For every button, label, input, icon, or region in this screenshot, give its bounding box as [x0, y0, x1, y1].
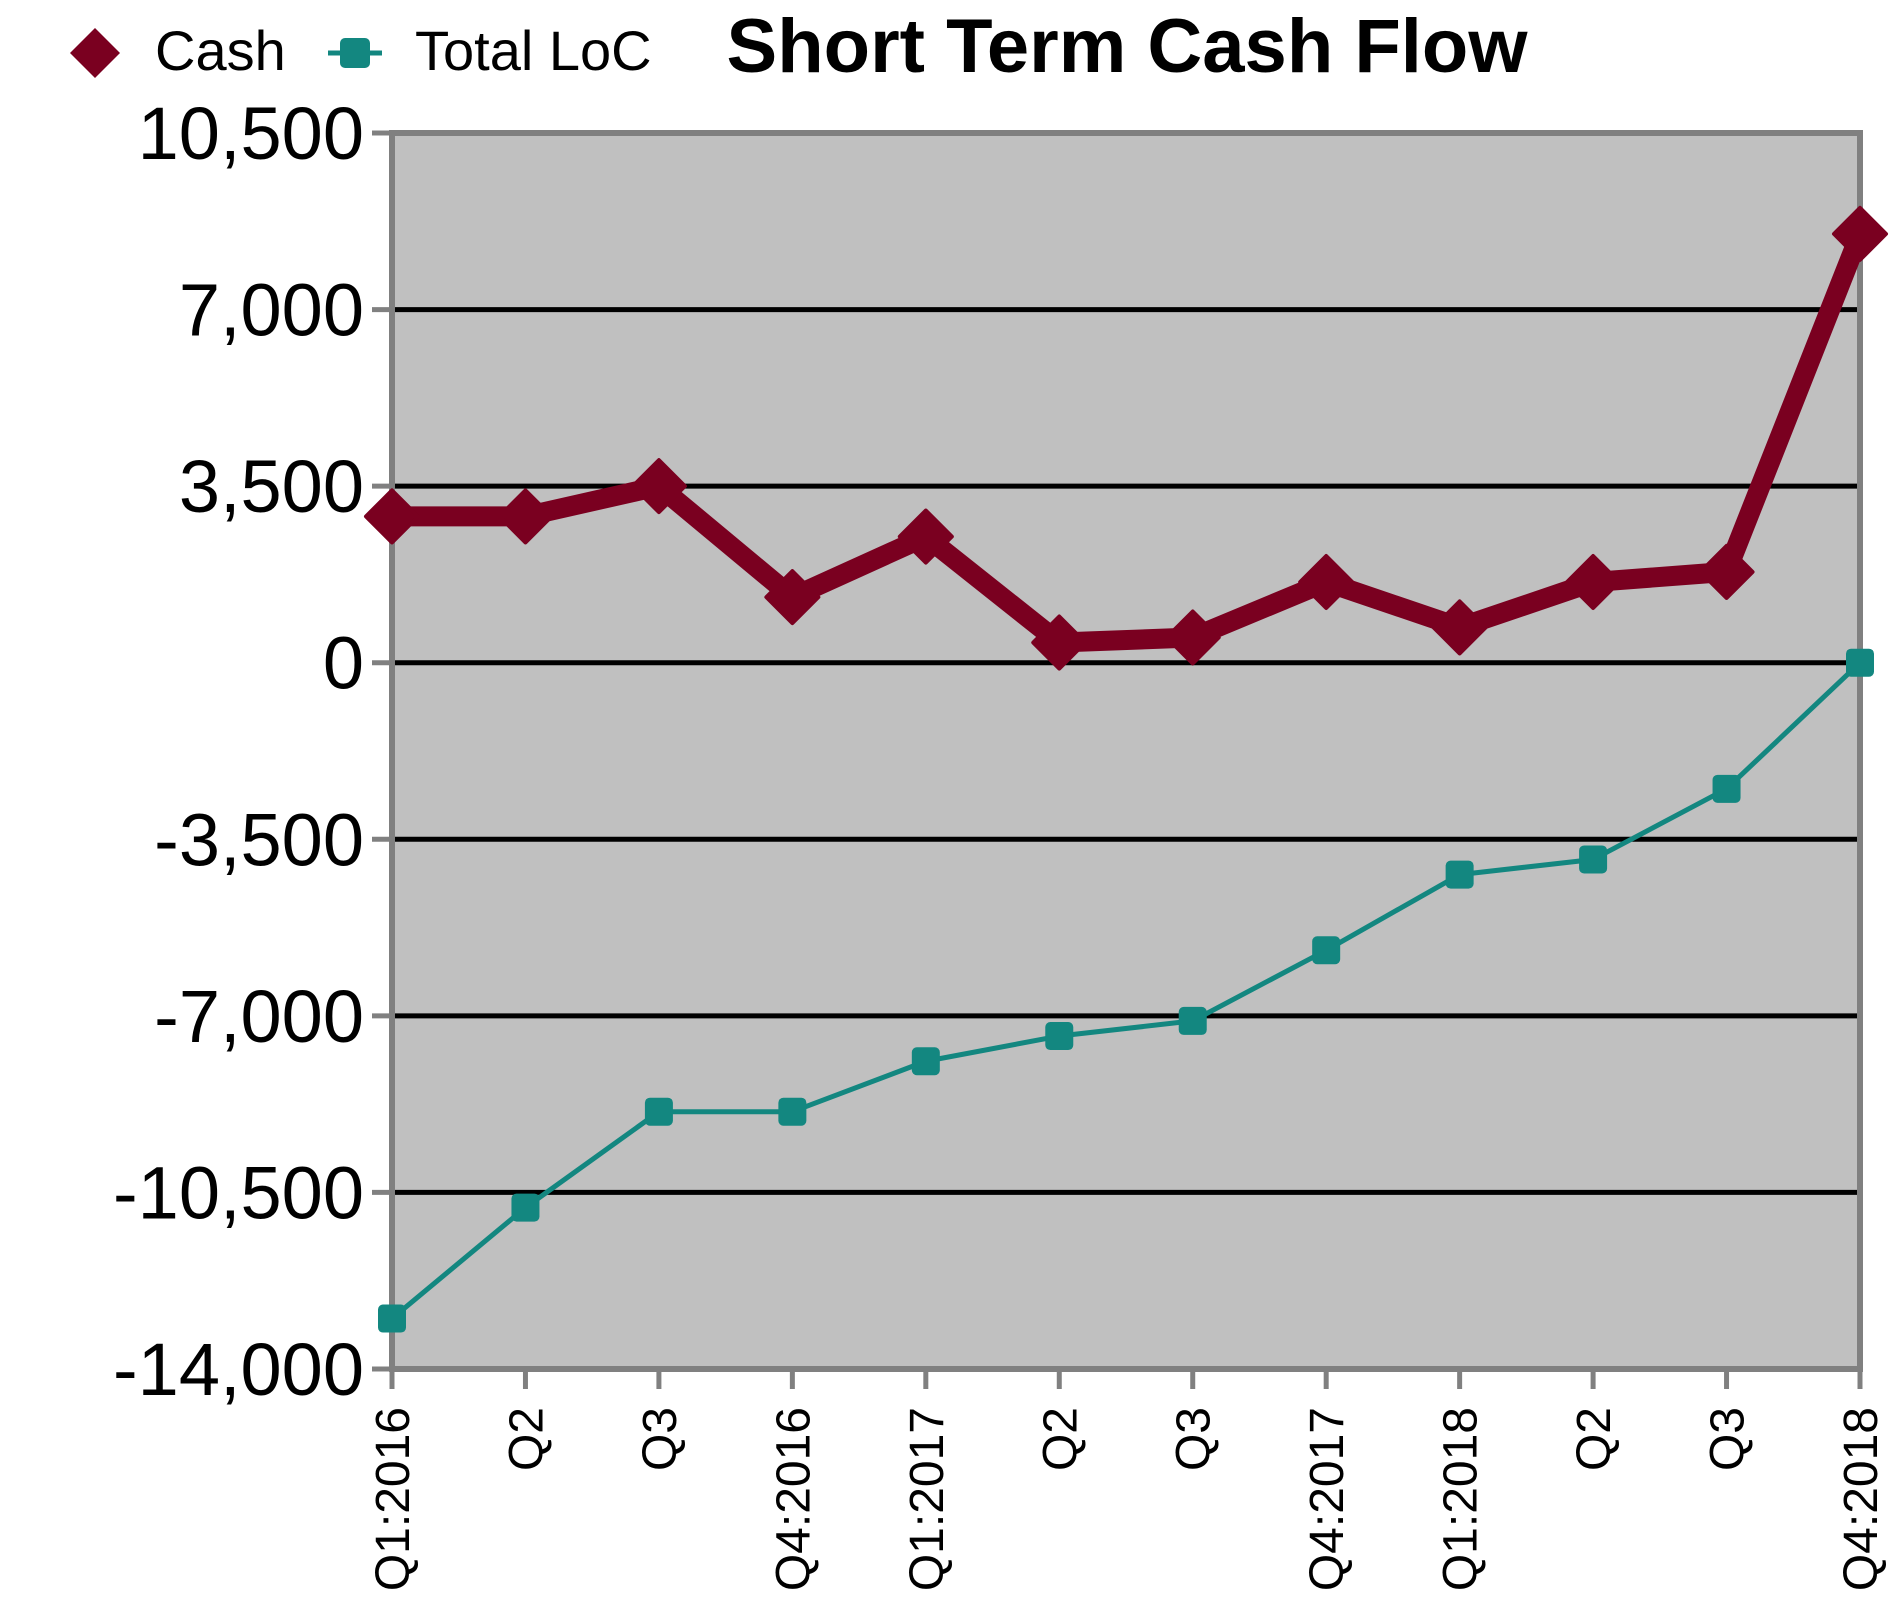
y-tick-label: -3,500 — [154, 798, 364, 881]
total-loc-point — [1178, 1006, 1207, 1035]
chart-title: Short Term Cash Flow — [727, 4, 1529, 89]
y-tick-label: 3,500 — [179, 445, 364, 528]
x-tick-label: Q3 — [634, 1407, 687, 1471]
x-tick-label: Q1:2018 — [1435, 1407, 1488, 1591]
x-axis-ticks: Q1:2016 Q2 Q3 Q4:2016 Q1:2017 Q2 Q3 Q4:2017 Q1:2… — [367, 1407, 1888, 1591]
x-tick-label: Q2 — [1034, 1407, 1087, 1471]
total-loc-point — [1045, 1022, 1074, 1051]
x-tick-label: Q1:2016 — [367, 1407, 420, 1591]
cash-point — [364, 488, 420, 545]
legend-total-loc-label: Total LoC — [415, 19, 652, 82]
cash-point — [1031, 614, 1088, 671]
cash-point — [1832, 205, 1888, 262]
x-tick-label: Q2 — [500, 1407, 553, 1471]
y-tick-label: -14,000 — [113, 1328, 364, 1411]
y-tick-label: -10,500 — [113, 1151, 364, 1234]
total-loc-point — [778, 1097, 807, 1126]
legend-cash-marker — [70, 28, 120, 78]
axes — [372, 130, 1863, 1389]
legend-item-cash: Cash — [70, 19, 286, 82]
y-tick-label: 0 — [323, 622, 364, 705]
series-line-total-loc — [390, 660, 1862, 1321]
cash-point — [630, 458, 687, 515]
legend-item-total-loc: Total LoC — [328, 19, 652, 82]
y-tick-label: 7,000 — [179, 269, 364, 352]
total-loc-point — [911, 1047, 940, 1076]
cash-point — [1565, 553, 1622, 610]
gridlines — [392, 307, 1860, 1195]
total-loc-point — [644, 1097, 673, 1126]
x-tick-label: Q2 — [1568, 1407, 1621, 1471]
y-tick-label: 10,500 — [138, 92, 364, 175]
y-tick-label: -7,000 — [154, 975, 364, 1058]
legend: Cash Total LoC — [70, 19, 652, 82]
x-tick-label: Q3 — [1702, 1407, 1755, 1471]
total-loc-point — [1312, 936, 1341, 965]
total-loc-point — [511, 1193, 540, 1222]
legend-cash-label: Cash — [155, 19, 286, 82]
cash-point — [764, 569, 821, 626]
cash-point — [1164, 609, 1221, 666]
total-loc-point — [1579, 845, 1608, 874]
cash-point — [1298, 553, 1355, 610]
x-tick-label: Q4:2017 — [1301, 1407, 1354, 1591]
cash-point — [1431, 599, 1488, 656]
total-loc-point — [378, 1304, 406, 1333]
x-tick-label: Q1:2017 — [901, 1407, 954, 1591]
cash-point — [1698, 543, 1755, 600]
legend-total-loc-marker — [340, 38, 370, 68]
y-axis-ticks: 10,500 7,000 3,500 0 -3,500 -7,000 -10,500 -14,… — [113, 92, 364, 1411]
x-tick-label: Q4:2016 — [767, 1407, 820, 1591]
total-loc-point — [1846, 648, 1874, 677]
plot-frame — [389, 130, 1863, 1372]
x-tick-label: Q3 — [1168, 1407, 1221, 1471]
cash-point — [497, 488, 554, 545]
cash-point — [897, 508, 954, 565]
total-loc-point — [1445, 860, 1474, 889]
x-tick-label: Q4:2018 — [1835, 1407, 1888, 1591]
plot-area — [392, 133, 1860, 1369]
total-loc-point — [1712, 774, 1741, 803]
series — [364, 205, 1888, 1333]
